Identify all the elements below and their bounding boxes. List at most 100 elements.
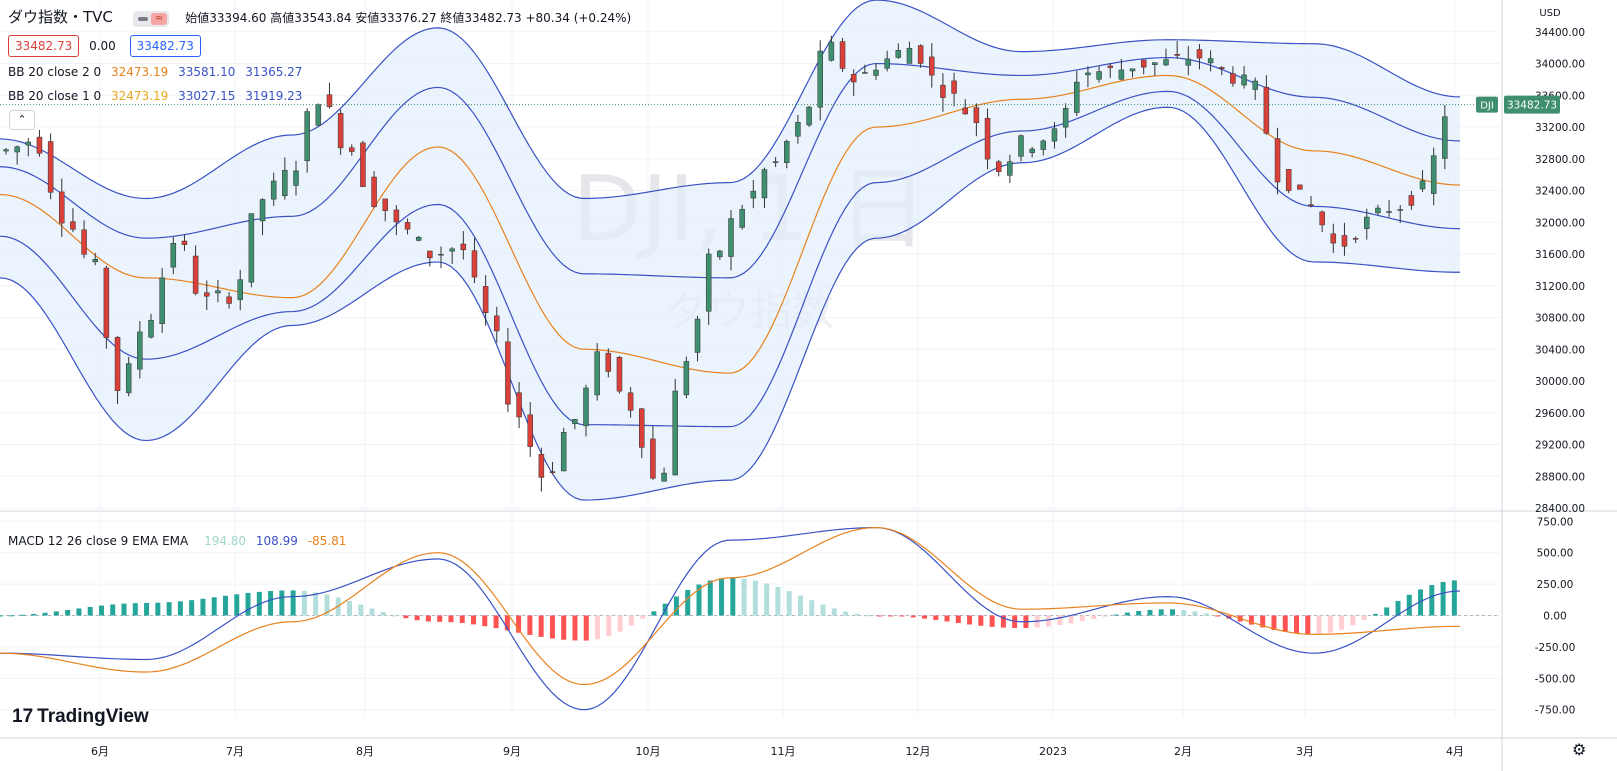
macd-histogram-bar xyxy=(200,598,206,616)
tradingview-logo[interactable]: 17 TradingView xyxy=(12,706,149,728)
candle-body xyxy=(717,250,723,258)
candle-body xyxy=(1085,72,1091,76)
candle-body xyxy=(850,74,857,83)
bb2-lower: 31919.23 xyxy=(245,89,303,103)
symbol-title[interactable]: ダウ指数・TVC xyxy=(8,8,113,26)
macd-histogram-bar xyxy=(76,608,82,616)
macd-histogram-bar xyxy=(719,578,725,616)
bb-basis-line xyxy=(0,74,1461,374)
time-tick-label: 10月 xyxy=(636,745,661,758)
candle-body xyxy=(873,69,879,76)
macd-histogram-bar xyxy=(967,615,973,625)
time-tick-label: 12月 xyxy=(906,745,931,758)
price-boxes: 33482.73 0.00 33482.73 xyxy=(8,35,207,57)
macd-histogram-bar xyxy=(1294,615,1300,634)
macd-histogram-bar xyxy=(1316,615,1322,635)
macd-histogram-bar xyxy=(741,578,747,616)
candle-body xyxy=(1107,65,1113,68)
macd-histogram-bar xyxy=(549,615,555,639)
macd-histogram-bar xyxy=(493,615,499,629)
macd-histogram-bar xyxy=(831,608,837,616)
time-tick-label: 2023 xyxy=(1039,745,1067,758)
candle-body xyxy=(1129,68,1136,72)
candle-body xyxy=(616,356,623,392)
macd-histogram-bar xyxy=(1440,581,1446,616)
candle-body xyxy=(349,147,355,152)
macd-histogram-bar xyxy=(121,603,127,616)
candle-body xyxy=(984,117,991,160)
candle-body xyxy=(661,472,667,482)
candle-body xyxy=(371,176,377,207)
macd-histogram-bar xyxy=(471,615,477,625)
candle-body xyxy=(1185,58,1192,66)
buy-price-box[interactable]: 33482.73 xyxy=(129,35,201,57)
macd-tick-label: 750.00 xyxy=(1537,516,1574,528)
macd-histogram-bar xyxy=(820,604,826,616)
candle-body xyxy=(817,50,823,108)
macd-histogram-bar xyxy=(786,591,792,616)
macd-histogram-bar xyxy=(1136,611,1142,616)
macd-histogram-bar xyxy=(673,596,679,616)
candle-body xyxy=(538,454,545,478)
macd-histogram-bar xyxy=(155,602,161,616)
collapse-legend-button[interactable]: ⌃ xyxy=(9,110,35,130)
price-tick-label: 30800.00 xyxy=(1535,313,1585,325)
macd-histogram-bar xyxy=(87,606,93,616)
macd-histogram-bar xyxy=(1079,615,1085,622)
candle-body xyxy=(326,94,333,107)
bb2-legend[interactable]: BB 20 close 1 0 32473.19 33027.15 31919.… xyxy=(8,89,302,103)
sell-price-box[interactable]: 33482.73 xyxy=(8,35,80,57)
macd-tick-label: 500.00 xyxy=(1537,548,1574,560)
candle-body xyxy=(549,471,556,473)
bb1-legend[interactable]: BB 20 close 2 0 32473.19 33581.10 31365.… xyxy=(8,65,302,79)
candle-body xyxy=(650,438,656,479)
candle-body xyxy=(1364,216,1370,229)
macd-histogram-bar xyxy=(222,595,228,616)
macd-histogram-bar xyxy=(595,615,601,640)
candle-body xyxy=(1308,204,1314,206)
candle-body xyxy=(683,361,690,396)
macd-histogram-bar xyxy=(437,615,443,622)
candle-body xyxy=(1274,138,1281,183)
macd-histogram-bar xyxy=(234,594,240,616)
candle-body xyxy=(761,169,768,199)
macd-histogram-bar xyxy=(392,615,398,617)
candle-body xyxy=(1040,140,1047,150)
macd-histogram-bar xyxy=(53,611,59,616)
bb2-label: BB 20 close 1 0 xyxy=(8,89,102,103)
macd-histogram-bar xyxy=(640,615,646,619)
macd-histogram-bar xyxy=(1000,615,1006,628)
macd-histogram-bar xyxy=(31,613,37,616)
macd-histogram-bar xyxy=(144,602,150,616)
macd-histogram-bar xyxy=(301,590,307,616)
symbol-tag-bg xyxy=(1476,96,1498,113)
price-tick-label: 28400.00 xyxy=(1535,503,1585,515)
macd-histogram-bar xyxy=(797,595,803,616)
settings-gear-icon[interactable]: ⚙ xyxy=(1572,740,1587,759)
candle-body xyxy=(973,107,980,123)
compare-toggle[interactable]: ≈ xyxy=(133,10,170,27)
candle-body xyxy=(159,277,165,324)
candle-body xyxy=(438,253,444,256)
macd-histogram-bar xyxy=(189,600,195,616)
macd-histogram-bar xyxy=(403,615,409,619)
candle-body xyxy=(1163,59,1169,66)
candle-body xyxy=(337,113,344,149)
bb1-label: BB 20 close 2 0 xyxy=(8,65,102,79)
bb2-basis: 32473.19 xyxy=(111,89,169,103)
candle-body xyxy=(304,111,310,162)
macd-histogram-bar xyxy=(1350,615,1356,626)
macd-histogram-bar xyxy=(899,615,905,617)
macd-histogram-bar xyxy=(707,580,713,616)
macd-legend[interactable]: MACD 12 26 close 9 EMA EMA 194.80 108.99… xyxy=(8,534,346,548)
macd-signal-line xyxy=(0,526,1461,686)
candle-body xyxy=(917,45,924,64)
macd-histogram-bar xyxy=(414,615,420,621)
candle-body xyxy=(1196,49,1203,59)
candle-body xyxy=(25,141,32,146)
candle-body xyxy=(1018,135,1024,157)
time-tick-label: 3月 xyxy=(1296,745,1314,758)
macd-histogram-bar xyxy=(617,615,623,632)
